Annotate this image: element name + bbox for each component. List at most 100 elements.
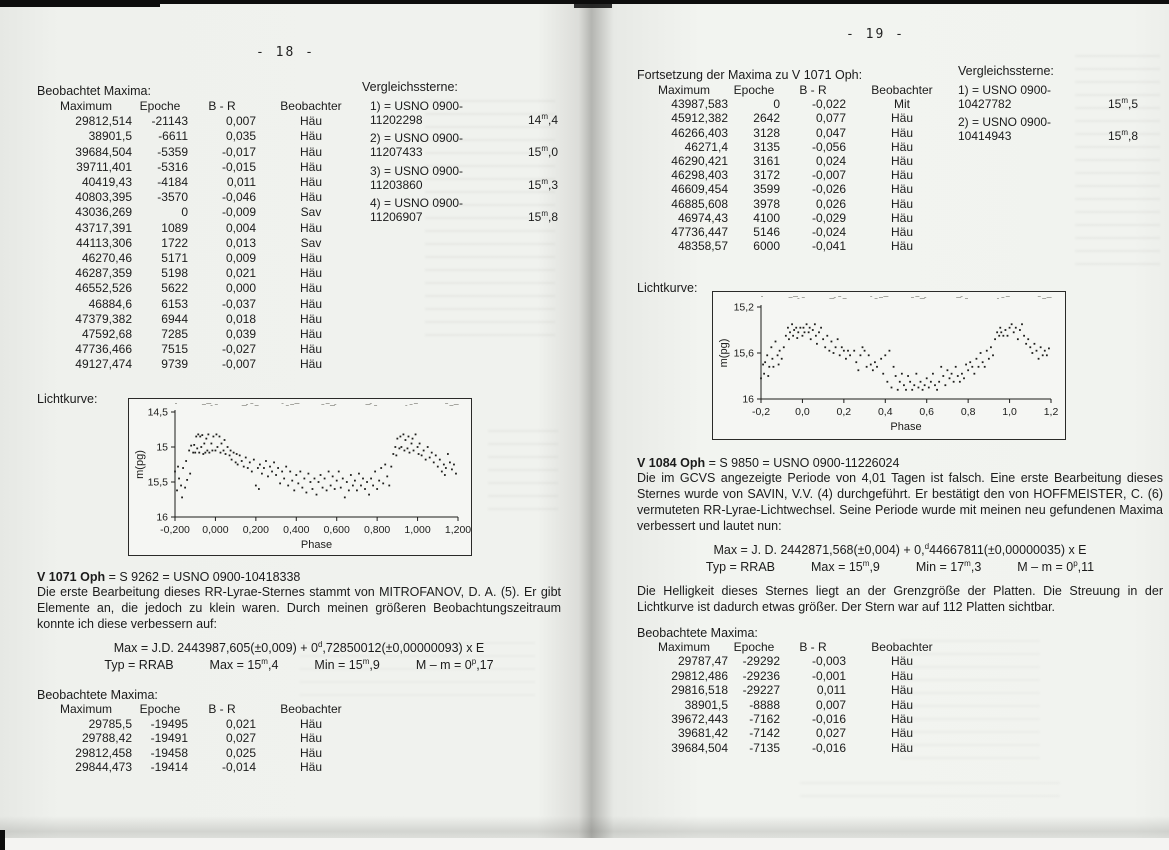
table-row: 46552,526 5622 0,000 Häu: [75, 281, 322, 296]
table-row: 29844,473 -19414 -0,014 Häu: [75, 760, 322, 775]
svg-text:Phase: Phase: [890, 421, 921, 433]
lightcurve-heading: Lichtkurve:: [637, 281, 698, 295]
col-beobachter: Beobachter: [871, 640, 933, 654]
table-header-row: Maximum Epoche B - R Beobachter: [640, 83, 958, 97]
table-row: 43717,391 1089 0,004 Häu: [75, 220, 322, 235]
svg-text:1,2: 1,2: [1044, 406, 1059, 418]
comparison-entry: 4) = USNO 0900- 11206907 15m,8: [362, 196, 558, 224]
table-row: 38901,5 -8888 0,007 Häu: [684, 697, 913, 712]
magnitude: 15m,3: [527, 176, 558, 192]
table-header-row: Maximum Epoche B - R Beobachter: [40, 99, 366, 114]
table-row: 38901,5 -6611 0,035 Häu: [88, 129, 322, 144]
table-row: 47379,382 6944 0,018 Häu: [75, 311, 322, 326]
col-b-r: B - R: [208, 702, 236, 716]
svg-text:14,5: 14,5: [148, 407, 169, 419]
table-row: 43036,269 0 -0,009 Sav: [75, 205, 322, 220]
svg-text:-0,200: -0,200: [160, 524, 190, 536]
svg-text:16: 16: [742, 394, 754, 406]
svg-text:0,6: 0,6: [919, 406, 934, 418]
svg-text:15,5: 15,5: [148, 477, 169, 489]
table-row: 40803,395 -3570 -0,046 Häu: [75, 190, 322, 205]
table-row: 46298,403 3172 -0,007 Häu: [671, 168, 913, 183]
table-row: 45912,382 2642 0,077 Häu: [671, 111, 913, 126]
table-row: 29788,42 -19491 0,027 Häu: [81, 731, 322, 746]
svg-text:16: 16: [156, 512, 168, 524]
scan-edge-bottom-left: [0, 830, 5, 850]
table-row: 39672,443 -7162 -0,016 Häu: [671, 712, 913, 727]
table-row: 48358,57 6000 -0,041 Häu: [677, 239, 913, 254]
svg-text:-0,2: -0,2: [752, 406, 770, 418]
table-row: 29812,514 -21143 0,007 Häu: [75, 114, 322, 129]
table-header-row: Maximum Epoche B - R Beobachter: [40, 702, 366, 717]
scan-bottom-strip: [0, 838, 1169, 850]
table-row: 29816,518 -29227 0,011 Häu: [671, 683, 913, 698]
col-epoche: Epoche: [733, 640, 775, 654]
table-row: 29812,486 -29236 -0,001 Häu: [671, 668, 913, 683]
comparison-line1: 2) = USNO 0900-: [958, 115, 1052, 129]
col-maximum: Maximum: [657, 640, 710, 654]
magnitude: 15m,5: [1107, 95, 1138, 111]
svg-text:0,0: 0,0: [795, 406, 810, 418]
svg-text:0,4: 0,4: [878, 406, 893, 418]
table-row: 46270,46 5171 0,009 Häu: [81, 251, 322, 266]
magnitude: 15m,8: [527, 209, 558, 225]
table-row: 46974,43 4100 -0,029 Häu: [677, 210, 913, 225]
table-row: 29812,458 -19458 0,025 Häu: [75, 745, 322, 760]
bleed-through-smudge: [900, 640, 1040, 760]
comparison-stars-page18: Vergleichssterne: 1) = USNO 0900- 112022…: [362, 80, 558, 224]
star-name: V 1084 Oph: [637, 456, 706, 470]
star-ids: = S 9850 = USNO 0900-11226024: [705, 456, 900, 470]
element-typ: Typ = RRAB: [705, 560, 775, 574]
bleed-through-smudge: [800, 782, 1060, 798]
table-row: 44113,306 1722 0,013 Sav: [76, 235, 322, 250]
ephemeris-formula: Max = J.D. 2443987,605(±0,009) + 0d,7285…: [113, 639, 485, 655]
comparison-entry: 1) = USNO 0900- 11202298 14m,4: [362, 99, 558, 127]
magnitude: 15m,8: [1107, 128, 1138, 144]
usno-id: 11206907: [370, 210, 423, 224]
col-epoche: Epoche: [139, 702, 181, 716]
svg-text:15,6: 15,6: [734, 348, 755, 360]
col-maximum: Maximum: [59, 99, 112, 113]
magnitude: 14m,4: [527, 111, 558, 127]
comparison-line1: 1) = USNO 0900-: [370, 98, 464, 113]
comparison-stars-heading: Vergleichssterne:: [362, 80, 458, 94]
element-max: Max = 15m,4: [209, 656, 279, 672]
star-ids: = S 9262 = USNO 0900-10418338: [105, 570, 301, 584]
element-min: Min = 15m,9: [314, 656, 380, 672]
svg-text:m(pg): m(pg): [718, 339, 730, 368]
lightcurve-chart-page18: 14,5 15 15,5 16 -0,200 0,000 0,200 0,400 0,600 0,…: [128, 398, 472, 556]
table-row: 47736,447 5146 -0,024 Häu: [671, 225, 913, 240]
star-elements: Typ = RRAB Max = 15m,4 Min = 15m,9 M – m…: [37, 656, 561, 672]
svg-text:0,000: 0,000: [202, 524, 228, 536]
table-row: 46287,359 5198 0,021 Häu: [75, 266, 322, 281]
comparison-line1: 4) = USNO 0900-: [370, 196, 464, 210]
table-row: 39684,504 -5359 -0,017 Häu: [75, 144, 322, 159]
maxima-table-v1071-continued: Maximum Epoche B - R Beobachter 43987,58…: [640, 83, 958, 253]
maxima-table-page18: Maximum Epoche B - R Beobachter 29812,51…: [40, 99, 366, 373]
col-b-r: B - R: [799, 640, 827, 654]
scan-bottom-shadow: [0, 816, 1169, 838]
svg-text:0,600: 0,600: [324, 524, 350, 536]
ephemeris-formula: Max = J. D. 2442871,568(±0,004) + 0,d446…: [713, 541, 1087, 557]
star-heading: V 1071 Oph = S 9262 = USNO 0900-10418338: [37, 570, 561, 584]
col-b-r: B - R: [799, 83, 827, 97]
table-row: 29787,47 -29292 -0,003 Häu: [677, 654, 913, 669]
table-row: 39711,401 -5316 -0,015 Häu: [76, 159, 322, 174]
svg-text:1,000: 1,000: [404, 524, 430, 536]
comparison-stars-heading: Vergleichssterne:: [958, 64, 1054, 78]
star-section-v1084: V 1084 Oph = S 9850 = USNO 0900-11226024…: [637, 456, 1163, 574]
table-row: 46290,421 3161 0,024 Häu: [671, 154, 913, 169]
table-row: 49127,474 9739 -0,007 Häu: [75, 357, 322, 372]
svg-text:m(pg): m(pg): [134, 450, 146, 479]
page-number-18: - 18 -: [256, 45, 315, 60]
col-maximum: Maximum: [657, 83, 710, 97]
brightness-note-paragraph: Die Helligkeit dieses Sternes liegt an d…: [637, 584, 1163, 614]
table-row: 47592,68 7285 0,039 Häu: [81, 327, 322, 342]
lightcurve-chart-v1071: 15,2 15,6 16 -0,2 0,0 0,2 0,4 0,6 0,8 1,0 1,2 Phase…: [712, 291, 1066, 440]
col-epoche: Epoche: [139, 99, 181, 113]
scatter-plot: 14,5 15 15,5 16-0,200 0,000 0,200 0,400 0,600 0,…: [134, 403, 471, 551]
star-description: Die erste Bearbeitung dieses RR-Lyrae-St…: [37, 585, 561, 631]
svg-text:15,2: 15,2: [734, 302, 755, 314]
element-amplitude: M – m = 0p,17: [415, 656, 494, 672]
